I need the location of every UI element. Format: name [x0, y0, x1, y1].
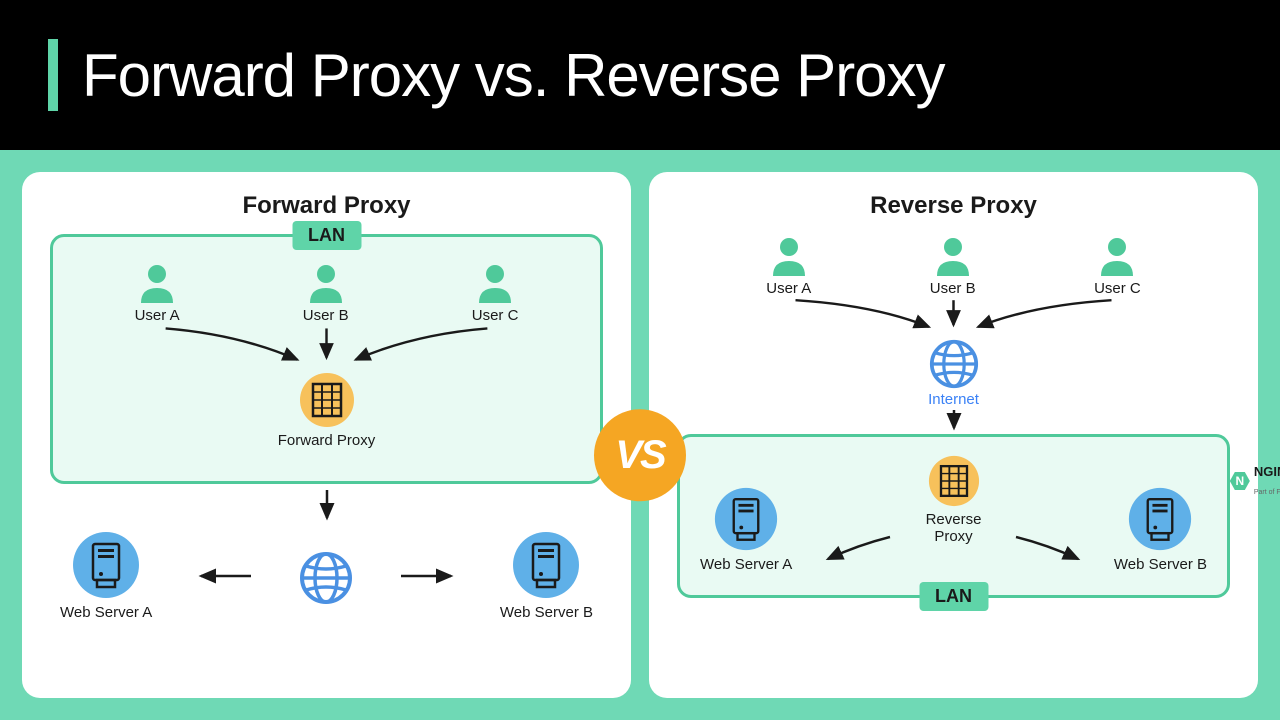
content-area: Forward Proxy LAN User A User B User C [0, 150, 1280, 720]
server-label: Web Server B [500, 604, 593, 621]
user-icon [473, 261, 517, 305]
reverse-proxy-panel: Reverse Proxy User A User B User C [649, 172, 1258, 698]
proxy-label: Reverse Proxy [926, 511, 982, 546]
forward-lan-box: LAN User A User B User C [50, 234, 603, 484]
page-title: Forward Proxy vs. Reverse Proxy [82, 41, 945, 110]
proxy-to-internet [50, 488, 603, 524]
forward-proxy-node: Forward Proxy [73, 372, 580, 449]
user-icon [931, 234, 975, 278]
forward-proxy-panel: Forward Proxy LAN User A User B User C [22, 172, 631, 698]
proxy-icon [928, 455, 980, 507]
forward-servers-row: Web Server A [50, 530, 603, 621]
nginx-hex-icon: N [1230, 471, 1250, 491]
users-to-proxy-arrows [73, 324, 580, 368]
nginx-badge: N NGINX Part of F5 [1230, 463, 1280, 499]
user-b: User B [930, 234, 976, 297]
user-label: User C [1094, 280, 1141, 297]
nginx-subtext: Part of F5 [1254, 489, 1280, 496]
proxy-label: Forward Proxy [278, 432, 376, 449]
web-server-b: Web Server B [500, 530, 593, 621]
internet-node: Internet [677, 339, 1230, 434]
server-icon [511, 530, 581, 600]
server-icon [71, 530, 141, 600]
user-label: User B [303, 307, 349, 324]
reverse-proxy-node: N NGINX Part of F5 Reverse Proxy [700, 455, 1207, 546]
down-arrow-icon [944, 408, 964, 434]
right-arrow-icon [391, 561, 461, 591]
users-to-internet-arrows [677, 297, 1230, 335]
header-bar: Forward Proxy vs. Reverse Proxy [0, 0, 1280, 150]
left-arrow-icon [191, 561, 261, 591]
globe-icon [299, 551, 353, 605]
reverse-lan-box: LAN N NGINX Part of F5 [677, 434, 1230, 598]
forward-proxy-title: Forward Proxy [50, 192, 603, 220]
globe-icon [929, 339, 979, 389]
internet-label: Internet [928, 391, 979, 408]
user-label: User B [930, 280, 976, 297]
user-a: User A [766, 234, 811, 297]
down-arrow-icon [317, 488, 337, 524]
header-accent-bar [48, 39, 58, 111]
server-label: Web Server A [700, 556, 792, 573]
user-b: User B [303, 261, 349, 324]
user-c: User C [472, 261, 519, 324]
user-icon [1095, 234, 1139, 278]
lan-label: LAN [919, 582, 988, 611]
user-a: User A [135, 261, 180, 324]
server-label: Web Server A [60, 604, 152, 621]
users-row: User A User B User C [677, 234, 1230, 297]
user-c: User C [1094, 234, 1141, 297]
lan-label: LAN [292, 221, 361, 250]
user-icon [135, 261, 179, 305]
web-server-a: Web Server A [60, 530, 152, 621]
proxy-icon [299, 372, 355, 428]
nginx-text: NGINX [1254, 464, 1280, 479]
user-label: User C [472, 307, 519, 324]
user-icon [767, 234, 811, 278]
reverse-proxy-title: Reverse Proxy [677, 192, 1230, 220]
user-label: User A [135, 307, 180, 324]
users-row: User A User B User C [73, 261, 580, 324]
user-icon [304, 261, 348, 305]
user-label: User A [766, 280, 811, 297]
server-label: Web Server B [1114, 556, 1207, 573]
vs-badge: VS [594, 409, 686, 501]
internet-globe [299, 551, 353, 605]
